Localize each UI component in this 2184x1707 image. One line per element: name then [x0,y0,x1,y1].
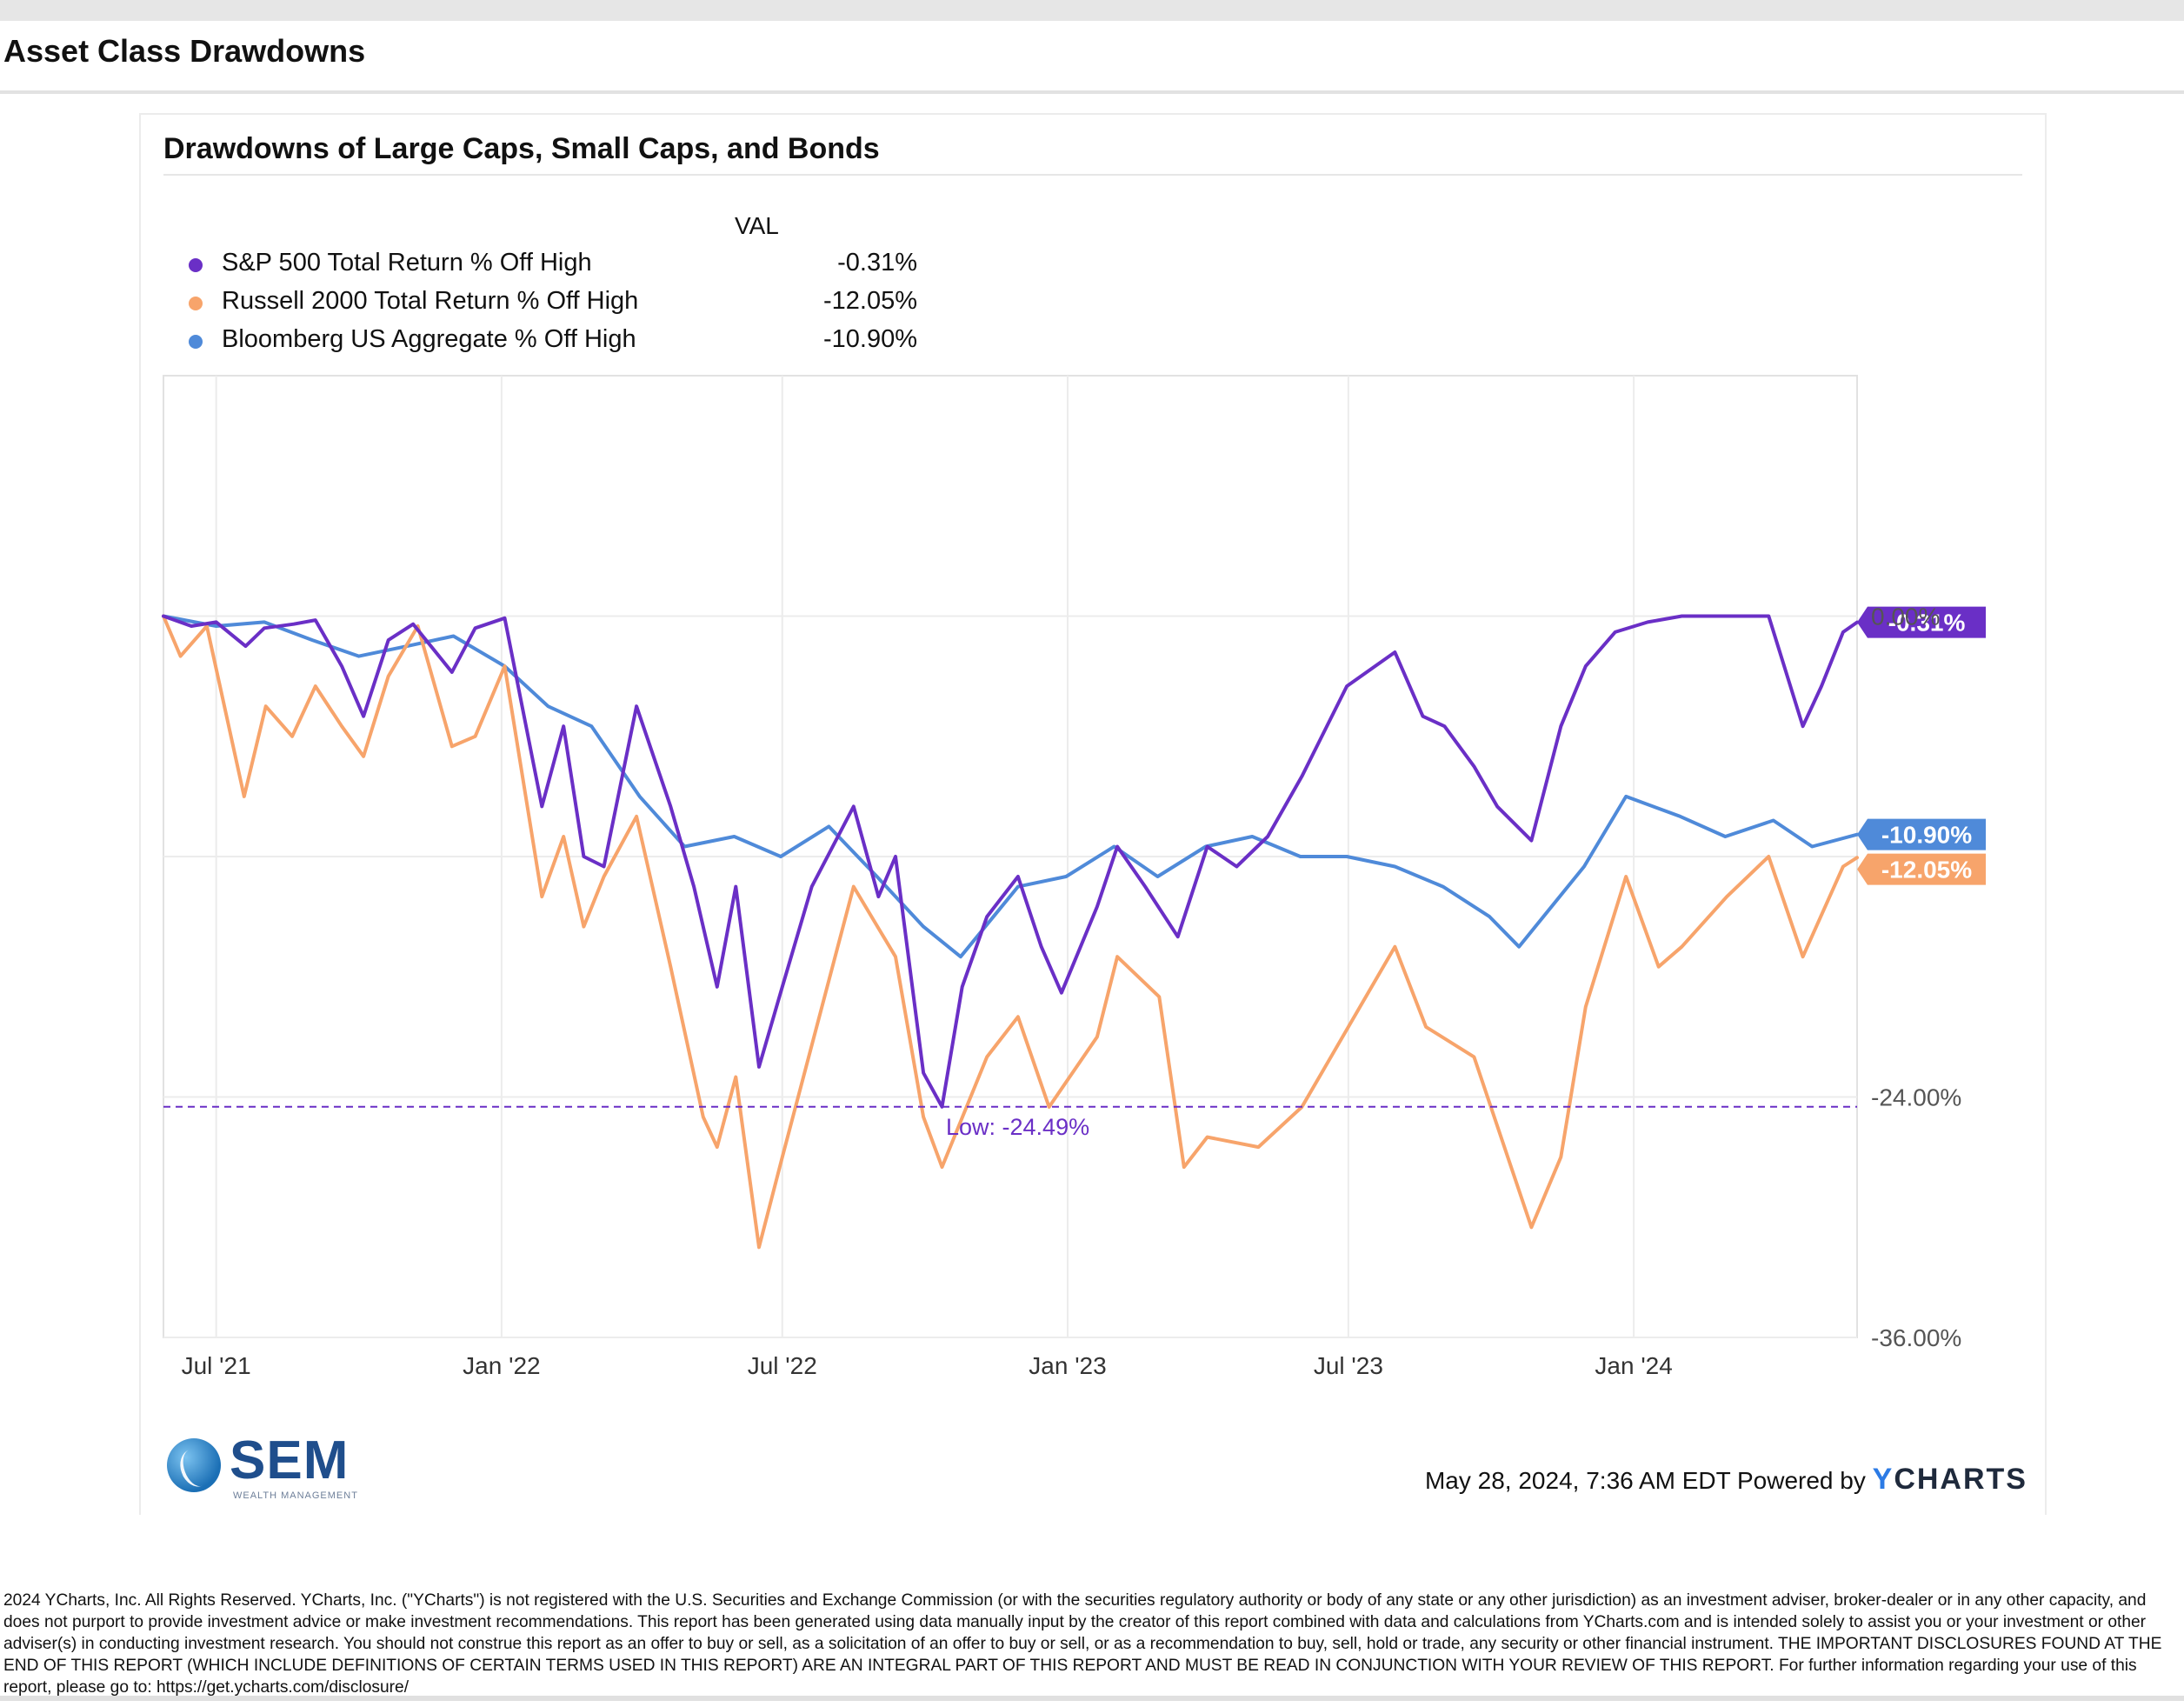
y-tick-label: -36.00% [1871,1324,1961,1351]
last-value-tag: -10.90% [1857,818,1986,850]
legend-item-russell2000[interactable]: Russell 2000 Total Return % Off High -12… [189,287,917,318]
ycharts-logo[interactable]: YCHARTS [1872,1463,2028,1496]
legend-dot-icon [189,258,203,272]
legend-value: -0.31% [837,249,917,277]
chart-title-divider [163,174,2022,176]
legend-header: VAL [735,212,779,239]
powered-by: May 28, 2024, 7:36 AM EDT Powered by YCH… [1425,1463,2028,1497]
legend-value: -10.90% [822,325,917,353]
x-tick-label: Jan '22 [463,1352,540,1379]
last-value-tag: -0.31% [1857,606,1986,638]
series-line [162,614,1859,959]
chart-card: Drawdowns of Large Caps, Small Caps, and… [139,113,2047,1515]
series-line [162,614,1859,1109]
bottom-divider [0,1696,2184,1701]
last-value-label: -10.90% [1881,822,1972,849]
axes: 0.00% -24.00% -36.00% Jul '21 Jan '22 Jul '22… [182,603,1962,1380]
disclaimer: 2024 YCharts, Inc. All Rights Reserved. … [3,1591,2162,1697]
top-bar [0,0,2184,21]
grid [163,375,1858,1338]
low-annotation-label: Low: -24.49% [946,1114,1089,1140]
y-tick-label: 0.00% [1871,603,1940,630]
x-tick-label: Jan '23 [1029,1352,1106,1379]
x-tick-label: Jan '24 [1595,1352,1672,1379]
last-value-tag: -12.05% [1857,853,1986,885]
timestamp: May 28, 2024, 7:36 AM EDT Powered by [1424,1467,1866,1494]
last-value-label: -0.31% [1888,610,1966,637]
sem-logo: SEM WEALTH MANAGEMENT [167,1430,358,1504]
last-value-label: -12.05% [1881,857,1972,884]
legend-value: -12.05% [822,287,917,315]
y-tick-label: -24.00% [1871,1084,1961,1111]
x-tick-label: Jul '21 [182,1352,251,1379]
legend-label: Russell 2000 Total Return % Off High [222,287,639,315]
page-title: Asset Class Drawdowns [3,33,366,69]
legend-dot-icon [189,335,203,349]
sem-logo-text: SEM [230,1430,350,1490]
sem-logo-tagline: WEALTH MANAGEMENT [233,1490,358,1501]
series-lines [162,614,1859,1250]
x-tick-label: Jul '23 [1314,1352,1383,1379]
chart-title: Drawdowns of Large Caps, Small Caps, and… [163,132,880,165]
x-tick-label: Jul '22 [748,1352,817,1379]
legend-item-sp500[interactable]: S&P 500 Total Return % Off High -0.31% [189,249,917,280]
legend-label: S&P 500 Total Return % Off High [222,249,592,277]
sem-logo-icon [167,1438,221,1492]
annotations: Low: -24.49% -0.31% -12.05% -10.90% [163,606,1986,1140]
title-divider [0,90,2184,94]
legend-label: Bloomberg US Aggregate % Off High [222,325,636,353]
legend-dot-icon [189,297,203,310]
legend-item-bloomberg-agg[interactable]: Bloomberg US Aggregate % Off High -10.90… [189,325,917,357]
series-line [162,614,1859,1250]
